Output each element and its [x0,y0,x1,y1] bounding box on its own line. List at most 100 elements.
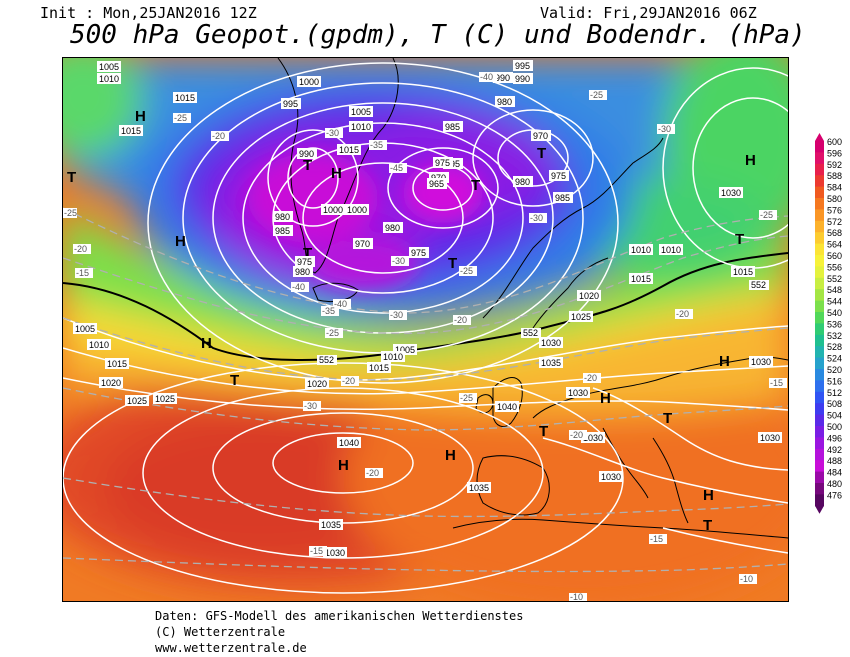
isotherm-label: -20 [74,244,87,254]
scale-label: 580 [827,194,842,204]
isobar-label: 1030 [760,433,780,443]
scale-label: 512 [827,388,842,398]
weather-map: H H H H H H H H H H T T T T T T T T T T … [62,57,789,602]
isobar-label: 1010 [89,340,109,350]
color-scale-legend: 6005965925885845805765725685645605565525… [815,133,842,514]
init-time: Init : Mon,25JAN2016 12Z [40,4,257,22]
low-marker: T [735,231,744,248]
high-marker: H [745,152,756,169]
isobar-label: 980 [295,267,310,277]
isobar-label: 1000 [347,205,367,215]
isobar-label: 1015 [733,267,753,277]
scale-label: 500 [827,422,842,432]
isobar-label: 990 [515,74,530,84]
isotherm-label: -10 [570,592,583,602]
scale-swatch [815,471,824,484]
isobar-label: 1000 [323,205,343,215]
scale-label: 496 [827,433,842,443]
isobar-label: 990 [299,149,314,159]
scale-swatch [815,266,824,279]
isobar-label: 965 [429,179,444,189]
scale-label: 524 [827,354,842,364]
scale-swatch [815,414,824,427]
scale-swatch [815,152,824,165]
isobar-label: 980 [385,223,400,233]
isotherm-label: -25 [460,266,473,276]
scale-swatch [815,163,824,176]
isobar-label: 1030 [568,388,588,398]
isobar-label: 1020 [101,378,121,388]
low-marker: T [67,169,76,186]
scale-swatch [815,300,824,313]
isobar-label: 985 [275,226,290,236]
isotherm-label: -40 [334,299,347,309]
isotherm-label: -25 [326,328,339,338]
isobar-label: 1010 [99,74,119,84]
height-label: 552 [523,328,538,338]
isobar-label: 1010 [631,245,651,255]
scale-swatch [815,346,824,359]
scale-swatch [815,460,824,473]
isotherm-label: -30 [530,213,543,223]
scale-swatch [815,277,824,290]
isobar-label: 985 [555,193,570,203]
scale-label: 564 [827,240,842,250]
isotherm-label: -15 [310,546,323,556]
isotherm-label: -30 [390,310,403,320]
isobar-label: 980 [515,177,530,187]
scale-swatch [815,494,824,507]
scale-label: 592 [827,160,842,170]
isotherm-label: -35 [322,306,335,316]
scale-swatch [815,186,824,199]
isobar-label: 1025 [127,396,147,406]
pressure-centres: H H H H H H H H H H T T T T T T T T T T … [67,108,756,534]
low-marker: T [303,157,312,174]
scale-label: 576 [827,205,842,215]
isobar-label: 1005 [75,324,95,334]
scale-label: 520 [827,365,842,375]
valid-time: Valid: Fri,29JAN2016 06Z [540,4,757,22]
scale-swatch [815,141,824,153]
scale-swatch [815,334,824,347]
scale-swatch [815,312,824,324]
isobar-label: 1025 [571,312,591,322]
isotherm-label: -30 [392,256,405,266]
isotherm-label: -25 [760,210,773,220]
isobar-label: 1015 [121,126,141,136]
scale-swatch [815,380,824,393]
scale-swatch [815,243,824,256]
scale-swatch [815,483,824,495]
isobar-label: 1030 [751,357,771,367]
scale-arrow-top [815,133,824,141]
isotherm-label: -35 [370,140,383,150]
high-marker: H [338,457,349,474]
isobar-label: 1030 [583,433,603,443]
isobar-label: 1020 [579,291,599,301]
scale-swatch [815,369,824,381]
isobar-label: 1030 [601,472,621,482]
scale-label: 508 [827,399,842,409]
isotherm-label: -30 [326,128,339,138]
isotherm-label: -20 [676,309,689,319]
low-marker: T [303,245,312,262]
isotherm-label: -40 [480,72,493,82]
isobar-label: 1005 [395,345,415,355]
isobar-label: 975 [551,171,566,181]
isotherm-label: -25 [460,393,473,403]
data-source: Daten: GFS-Modell des amerikanischen Wet… [155,609,524,623]
isobar-label: 1035 [469,483,489,493]
height-labels: 552 552 552 [317,280,769,365]
scale-arrow-bottom [815,505,824,514]
scale-label: 600 [827,137,842,147]
scale-swatch [815,209,824,222]
scale-label: 480 [827,479,842,489]
isobar-label: 1000 [299,77,319,87]
scale-swatch [815,255,824,267]
isobar-label: 1035 [541,358,561,368]
height-label: 552 [751,280,766,290]
isobar-label: 975 [297,257,312,267]
isotherm-label: -15 [770,378,783,388]
isobar-label: 1005 [351,107,371,117]
isobar-label: 1025 [155,394,175,404]
isobar-label: 975 [411,248,426,258]
